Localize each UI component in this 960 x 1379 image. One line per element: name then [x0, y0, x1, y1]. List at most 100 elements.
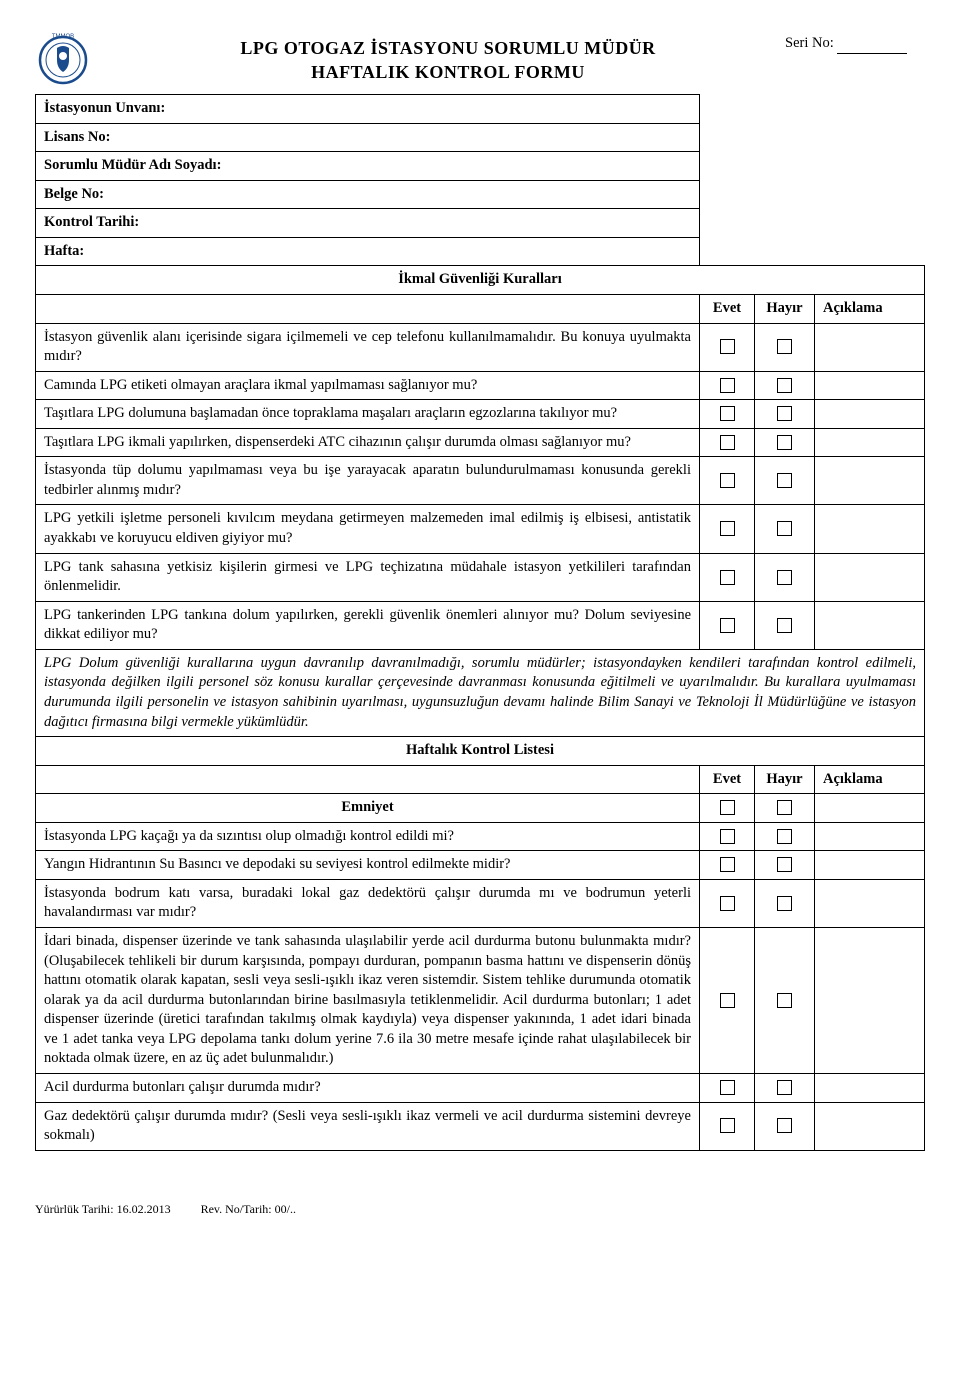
rule-text: İstasyon güvenlik alanı içerisinde sigar… — [36, 323, 700, 371]
checkbox-evet[interactable] — [720, 857, 735, 872]
check-text: İstasyonda LPG kaçağı ya da sızıntısı ol… — [36, 822, 700, 851]
table-row: LPG tankerinden LPG tankına dolum yapılı… — [36, 601, 925, 649]
table-row: Camında LPG etiketi olmayan araçlara ikm… — [36, 371, 925, 400]
checkbox-hayir[interactable] — [777, 1118, 792, 1133]
table-row: İstasyonda tüp dolumu yapılmaması veya b… — [36, 457, 925, 505]
table-row: İstasyonda bodrum katı varsa, buradaki l… — [36, 879, 925, 927]
aciklama-cell[interactable] — [815, 428, 925, 457]
checkbox-hayir[interactable] — [777, 435, 792, 450]
checkbox-evet[interactable] — [720, 570, 735, 585]
aciklama-cell[interactable] — [815, 323, 925, 371]
check-text: Gaz dedektörü çalışır durumda mıdır? (Se… — [36, 1102, 700, 1150]
title-line-2: HAFTALIK KONTROL FORMU — [111, 60, 785, 84]
check-text: Acil durdurma butonları çalışır durumda … — [36, 1073, 700, 1102]
rule-text: Camında LPG etiketi olmayan araçlara ikm… — [36, 371, 700, 400]
rule-text: LPG tankerinden LPG tankına dolum yapılı… — [36, 601, 700, 649]
checkbox-evet[interactable] — [720, 339, 735, 354]
info-blank — [700, 95, 925, 266]
table-row: LPG tank sahasına yetkisiz kişilerin gir… — [36, 553, 925, 601]
rule-text: Taşıtlara LPG dolumuna başlamadan önce t… — [36, 400, 700, 429]
checkbox-hayir[interactable] — [777, 1080, 792, 1095]
serial-input-line[interactable] — [837, 53, 907, 54]
footer: Yürürlük Tarihi: 16.02.2013 Rev. No/Tari… — [35, 1201, 925, 1217]
main-form-table: İstasyonun Unvanı: Lisans No: Sorumlu Mü… — [35, 94, 925, 1151]
info-hafta: Hafta: — [36, 237, 700, 266]
serial-label: Seri No: — [785, 35, 834, 51]
checkbox-hayir[interactable] — [777, 857, 792, 872]
aciklama-cell[interactable] — [815, 1073, 925, 1102]
checkbox-evet[interactable] — [720, 521, 735, 536]
checkbox-hayir[interactable] — [777, 521, 792, 536]
checkbox-evet[interactable] — [720, 473, 735, 488]
info-mudur: Sorumlu Müdür Adı Soyadı: — [36, 152, 700, 181]
checkbox-hayir[interactable] — [777, 570, 792, 585]
col-evet: Evet — [700, 294, 755, 323]
col-blank — [36, 294, 700, 323]
aciklama-cell[interactable] — [815, 851, 925, 880]
checkbox-evet[interactable] — [720, 1080, 735, 1095]
checkbox-hayir[interactable] — [777, 339, 792, 354]
svg-text:TMMOB: TMMOB — [52, 34, 74, 40]
checkbox-evet[interactable] — [720, 435, 735, 450]
aciklama-cell[interactable] — [815, 457, 925, 505]
table-row: LPG yetkili işletme personeli kıvılcım m… — [36, 505, 925, 553]
aciklama-cell[interactable] — [815, 794, 925, 823]
aciklama-cell[interactable] — [815, 553, 925, 601]
footer-rev: Rev. No/Tarih: 00/.. — [201, 1202, 296, 1216]
aciklama-cell[interactable] — [815, 505, 925, 553]
emniyet-title: Emniyet — [36, 794, 700, 823]
checkbox-evet[interactable] — [720, 1118, 735, 1133]
checkbox-evet[interactable] — [720, 406, 735, 421]
table-row: Taşıtlara LPG dolumuna başlamadan önce t… — [36, 400, 925, 429]
serial-number-field: Seri No: — [785, 30, 925, 54]
table-row: Acil durdurma butonları çalışır durumda … — [36, 1073, 925, 1102]
checkbox-evet[interactable] — [720, 993, 735, 1008]
checkbox-hayir[interactable] — [777, 896, 792, 911]
aciklama-cell[interactable] — [815, 400, 925, 429]
info-belge: Belge No: — [36, 180, 700, 209]
footer-date: Yürürlük Tarihi: 16.02.2013 — [35, 1202, 171, 1216]
col-evet: Evet — [700, 765, 755, 794]
rule-text: Taşıtlara LPG ikmali yapılırken, dispens… — [36, 428, 700, 457]
compliance-note: LPG Dolum güvenliği kurallarına uygun da… — [36, 649, 925, 736]
col-blank — [36, 765, 700, 794]
table-row: Gaz dedektörü çalışır durumda mıdır? (Se… — [36, 1102, 925, 1150]
page-title: LPG OTOGAZ İSTASYONU SORUMLU MÜDÜR HAFTA… — [111, 30, 785, 85]
check-text: İstasyonda bodrum katı varsa, buradaki l… — [36, 879, 700, 927]
aciklama-cell[interactable] — [815, 1102, 925, 1150]
checkbox-hayir[interactable] — [777, 473, 792, 488]
checkbox-hayir[interactable] — [777, 378, 792, 393]
aciklama-cell[interactable] — [815, 879, 925, 927]
check-text: İdari binada, dispenser üzerinde ve tank… — [36, 928, 700, 1074]
col-aciklama: Açıklama — [815, 765, 925, 794]
tmmob-logo: TMMOB — [35, 30, 91, 86]
table-row: Taşıtlara LPG ikmali yapılırken, dispens… — [36, 428, 925, 457]
check-text: Yangın Hidrantının Su Basıncı ve depodak… — [36, 851, 700, 880]
section-title-checklist: Haftalık Kontrol Listesi — [36, 737, 925, 766]
checkbox-hayir[interactable] — [777, 829, 792, 844]
checkbox-evet[interactable] — [720, 896, 735, 911]
aciklama-cell[interactable] — [815, 822, 925, 851]
table-row: Emniyet — [36, 794, 925, 823]
checkbox-hayir[interactable] — [777, 406, 792, 421]
rule-text: LPG tank sahasına yetkisiz kişilerin gir… — [36, 553, 700, 601]
section-title-rules: İkmal Güvenliği Kuralları — [36, 266, 925, 295]
aciklama-cell[interactable] — [815, 928, 925, 1074]
col-aciklama: Açıklama — [815, 294, 925, 323]
checkbox-evet[interactable] — [720, 800, 735, 815]
checkbox-evet[interactable] — [720, 378, 735, 393]
title-line-1: LPG OTOGAZ İSTASYONU SORUMLU MÜDÜR — [111, 36, 785, 60]
rule-text: LPG yetkili işletme personeli kıvılcım m… — [36, 505, 700, 553]
aciklama-cell[interactable] — [815, 601, 925, 649]
checkbox-hayir[interactable] — [777, 800, 792, 815]
col-hayir: Hayır — [755, 765, 815, 794]
table-row: Yangın Hidrantının Su Basıncı ve depodak… — [36, 851, 925, 880]
rule-text: İstasyonda tüp dolumu yapılmaması veya b… — [36, 457, 700, 505]
checkbox-hayir[interactable] — [777, 993, 792, 1008]
info-tarih: Kontrol Tarihi: — [36, 209, 700, 238]
info-unvan: İstasyonun Unvanı: — [36, 95, 700, 124]
checkbox-evet[interactable] — [720, 618, 735, 633]
aciklama-cell[interactable] — [815, 371, 925, 400]
checkbox-hayir[interactable] — [777, 618, 792, 633]
checkbox-evet[interactable] — [720, 829, 735, 844]
